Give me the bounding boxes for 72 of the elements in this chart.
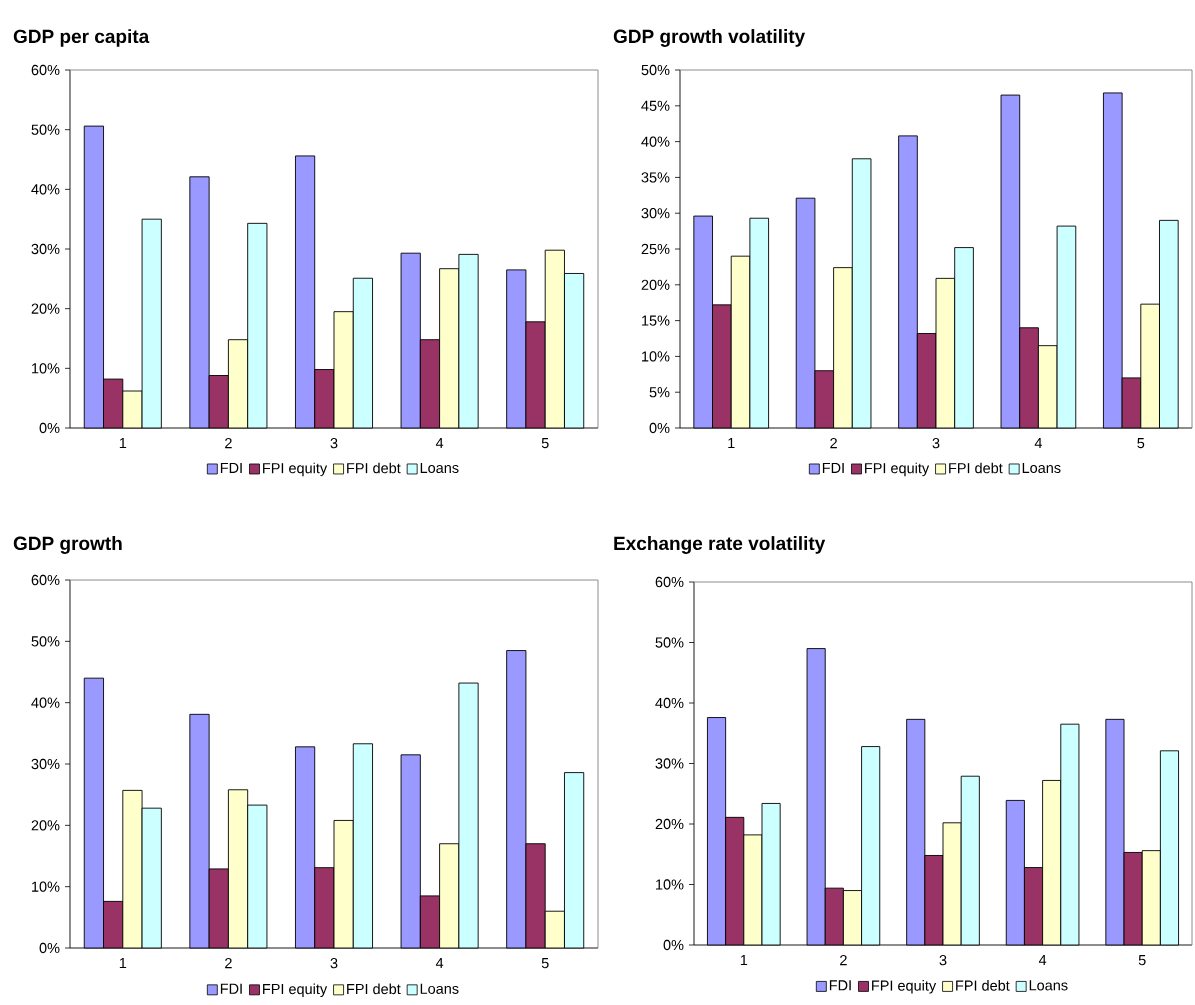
legend-label: FPI equity [865, 462, 930, 477]
y-tick-label: 60% [31, 64, 60, 76]
legend-label: FPI debt [347, 462, 401, 474]
y-tick-label: 0% [649, 422, 670, 434]
x-tick-label: 5 [1138, 955, 1146, 966]
x-tick-label: 1 [119, 438, 127, 449]
x-tick-label: 2 [840, 955, 847, 966]
x-tick-label: 4 [435, 958, 444, 969]
x-tick-label: 1 [740, 955, 748, 966]
y-tick-label: 20% [641, 279, 670, 290]
legend-label: FPI equity [872, 980, 937, 994]
x-tick-label: 1 [728, 438, 735, 449]
legend-label: FDI [220, 462, 242, 473]
y-tick-label: 10% [32, 881, 60, 892]
y-tick-label: 25% [641, 243, 670, 255]
legend-label: Loans [420, 462, 459, 474]
y-tick-label: 50% [655, 637, 684, 648]
y-tick-label: 40% [655, 697, 684, 709]
x-tick-label: 2 [225, 438, 232, 449]
y-tick-label: 10% [32, 363, 60, 374]
legend-label: FPI debt [956, 980, 1010, 991]
y-tick-label: 20% [655, 818, 684, 830]
y-tick-label: 10% [656, 879, 684, 890]
y-tick-label: 40% [31, 184, 60, 195]
y-tick-label: 60% [31, 574, 60, 586]
chart-title: GDP growth volatility [613, 29, 806, 47]
legend-label: FPI debt [347, 983, 401, 995]
y-tick-label: 0% [39, 422, 60, 434]
x-tick-label: 5 [541, 438, 549, 449]
x-tick-label: 3 [939, 955, 947, 966]
x-tick-label: 4 [1038, 955, 1047, 966]
y-tick-label: 5% [649, 387, 670, 398]
y-tick-label: 20% [31, 303, 60, 314]
legend-label: FDI [822, 462, 844, 473]
legend-label: FPI debt [949, 462, 1003, 474]
chart-title: GDP per capita [13, 29, 150, 47]
chart-title: Exchange rate volatility [614, 536, 826, 554]
legend-label: Loans [420, 983, 459, 994]
y-tick-label: 20% [31, 820, 60, 831]
chart-title: GDP growth [13, 536, 122, 554]
legend-label: Loans [1022, 462, 1061, 474]
x-tick-label: 3 [932, 438, 940, 449]
x-tick-label: 1 [119, 958, 127, 969]
y-tick-label: 30% [31, 243, 60, 255]
x-tick-label: 2 [830, 438, 837, 449]
y-tick-label: 0% [663, 939, 684, 951]
y-tick-label: 35% [641, 172, 670, 183]
legend-label: FPI equity [263, 462, 328, 477]
legend-label: FDI [220, 983, 242, 994]
x-tick-label: 4 [1034, 438, 1043, 449]
legend-label: FDI [829, 980, 851, 991]
x-tick-label: 3 [330, 438, 338, 449]
y-tick-label: 60% [655, 576, 684, 588]
x-tick-label: 4 [435, 438, 444, 449]
y-tick-label: 45% [641, 100, 670, 111]
y-tick-label: 10% [642, 351, 670, 362]
x-tick-label: 2 [225, 958, 232, 969]
y-tick-label: 50% [641, 64, 670, 76]
y-tick-label: 0% [39, 942, 60, 954]
legend-label: FPI equity [263, 983, 328, 998]
x-tick-label: 5 [541, 958, 549, 969]
y-tick-label: 30% [641, 208, 670, 219]
y-tick-label: 30% [31, 758, 60, 770]
x-tick-label: 3 [330, 958, 338, 969]
y-tick-label: 15% [642, 315, 670, 326]
legend-label: Loans [1029, 980, 1068, 991]
y-tick-label: 40% [641, 136, 670, 147]
y-tick-label: 50% [31, 124, 60, 135]
y-tick-label: 30% [655, 758, 684, 769]
y-tick-label: 40% [31, 697, 60, 708]
x-tick-label: 5 [1137, 438, 1145, 449]
y-tick-label: 50% [31, 636, 60, 647]
